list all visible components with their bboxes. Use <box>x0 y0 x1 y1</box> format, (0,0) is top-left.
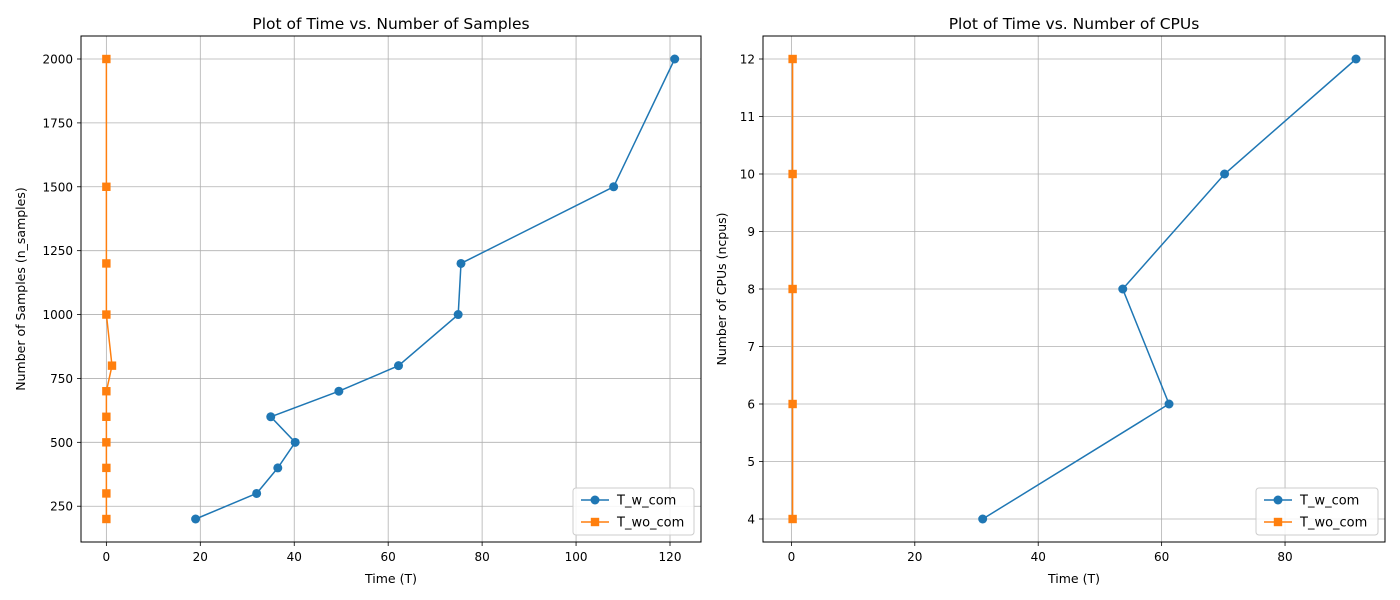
chart-samples-point-t-w-com <box>252 488 262 498</box>
chart-cpus-point-t-w-com <box>1118 284 1128 294</box>
chart-samples-point-t-w-com <box>456 258 466 268</box>
chart-samples-point-t-wo-com <box>102 387 111 396</box>
chart-samples-ytick-label: 1500 <box>42 180 73 194</box>
chart-samples-point-t-w-com <box>453 310 463 320</box>
chart-samples-point-t-w-com <box>670 54 680 64</box>
chart-samples-point-t-wo-com <box>102 259 111 268</box>
chart-cpus-legend-label-t-w-com: T_w_com <box>1299 494 1359 509</box>
chart-cpus-legend-marker-t-w-com <box>1273 495 1283 505</box>
chart-cpus-point-t-wo-com <box>788 169 797 179</box>
chart-samples-point-t-w-com <box>266 412 276 422</box>
chart-samples-xtick-label: 100 <box>565 550 588 564</box>
chart-samples-point-t-w-com <box>191 514 201 524</box>
chart-cpus-ytick-label: 10 <box>740 168 755 182</box>
chart-samples-point-t-w-com <box>609 182 619 192</box>
chart-cpus-legend-marker-t-wo-com <box>1273 517 1283 527</box>
chart-samples-legend-marker-t-w-com <box>590 495 600 505</box>
chart-samples-point-t-wo-com <box>102 182 111 191</box>
chart-cpus-xlabel: Time (T) <box>1047 571 1100 586</box>
chart-samples-point-t-wo-com <box>102 310 111 319</box>
chart-cpus-xtick-label: 20 <box>907 550 922 564</box>
chart-cpus-point-t-wo-com <box>788 514 797 524</box>
chart-samples-xtick-label: 20 <box>193 550 208 564</box>
chart-samples-point-t-w-com <box>334 386 344 396</box>
chart-samples-xtick-label: 60 <box>381 550 396 564</box>
chart-samples-point-t-wo-com <box>102 463 111 473</box>
chart-cpus-ytick-label: 6 <box>747 398 755 412</box>
chart-cpus-legend-label-t-wo-com: T_wo_com <box>1299 516 1367 531</box>
chart-samples-ytick-label: 500 <box>50 436 73 450</box>
chart-samples-xtick-label: 120 <box>659 550 682 564</box>
chart-samples-xlabel: Time (T) <box>364 571 417 586</box>
chart-samples-xtick-label: 0 <box>103 550 111 564</box>
chart-samples-ytick-label: 1750 <box>42 116 73 130</box>
chart-cpus-legend: T_w_com T_wo_com <box>1255 487 1379 536</box>
chart-cpus-point-t-w-com <box>978 514 988 524</box>
chart-cpus-xtick-label: 0 <box>788 550 796 564</box>
chart-cpus-xticks: 0 20 40 60 80 <box>788 542 1293 564</box>
chart-samples-legend: T_w_com T_wo_com <box>572 487 695 536</box>
chart-cpus-point-t-wo-com <box>788 54 797 64</box>
chart-cpus-ytick-label: 8 <box>747 283 755 297</box>
chart-cpus-point-t-wo-com <box>788 399 797 409</box>
chart-cpus-markers <box>788 54 1361 524</box>
chart-samples-xtick-label: 80 <box>474 550 489 564</box>
chart-samples-point-t-wo-com <box>102 412 111 421</box>
chart-samples-point-t-wo-com <box>102 54 111 64</box>
chart-cpus-ytick-label: 5 <box>747 455 755 469</box>
chart-samples-ytick-label: 750 <box>50 372 73 386</box>
chart-samples-legend-label-t-wo-com: T_wo_com <box>616 516 684 531</box>
chart-cpus: Plot of Time vs. Number of CPUs 0 20 40 60 8… <box>714 15 1386 586</box>
chart-samples-legend-marker-t-wo-com <box>590 517 600 527</box>
chart-samples-point-t-wo-com <box>107 361 117 370</box>
chart-cpus-ytick-label: 4 <box>747 513 755 527</box>
chart-samples-yticks: 250 500 750 1000 1250 1500 1750 2000 <box>42 53 81 514</box>
chart-cpus-ytick-label: 12 <box>740 53 755 67</box>
chart-cpus-yticks: 4 5 6 7 8 9 10 11 12 <box>740 53 763 527</box>
chart-cpus-title: Plot of Time vs. Number of CPUs <box>949 15 1200 33</box>
chart-samples-xtick-label: 40 <box>287 550 302 564</box>
chart-samples-ytick-label: 1250 <box>42 244 73 258</box>
chart-samples-frame <box>80 35 702 543</box>
chart-cpus-grid <box>763 36 1385 542</box>
chart-samples-point-t-w-com <box>290 437 300 447</box>
chart-cpus-xtick-label: 80 <box>1277 550 1292 564</box>
chart-samples-point-t-wo-com <box>102 438 111 447</box>
chart-samples-ytick-label: 1000 <box>42 308 73 322</box>
chart-cpus-ytick-label: 7 <box>747 340 755 354</box>
chart-samples-ytick-label: 2000 <box>42 53 73 67</box>
chart-cpus-point-t-w-com <box>1220 169 1230 179</box>
chart-samples-point-t-w-com <box>394 361 404 371</box>
chart-samples: Plot of Time vs. Number of Samples 0 20 40… <box>13 15 702 586</box>
chart-cpus-point-t-w-com <box>1164 399 1174 409</box>
chart-cpus-xtick-label: 60 <box>1154 550 1169 564</box>
chart-cpus-ylabel: Number of CPUs (ncpus) <box>714 212 729 365</box>
chart-samples-title: Plot of Time vs. Number of Samples <box>252 15 529 33</box>
chart-cpus-point-t-wo-com <box>788 284 797 294</box>
chart-samples-point-t-wo-com <box>102 514 111 524</box>
chart-samples-grid <box>81 36 701 542</box>
chart-samples-legend-label-t-w-com: T_w_com <box>616 494 676 509</box>
chart-cpus-ytick-label: 9 <box>747 225 755 239</box>
chart-cpus-xtick-label: 40 <box>1031 550 1046 564</box>
chart-samples-markers <box>102 54 680 524</box>
chart-samples-point-t-w-com <box>273 463 283 473</box>
chart-samples-point-t-wo-com <box>102 489 111 498</box>
chart-cpus-point-t-w-com <box>1351 54 1361 64</box>
chart-samples-ylabel: Number of Samples (n_samples) <box>13 187 28 390</box>
chart-cpus-ytick-label: 11 <box>740 110 755 124</box>
chart-samples-ytick-label: 250 <box>50 500 73 514</box>
chart-samples-xticks: 0 20 40 60 80 100 120 <box>103 542 682 564</box>
